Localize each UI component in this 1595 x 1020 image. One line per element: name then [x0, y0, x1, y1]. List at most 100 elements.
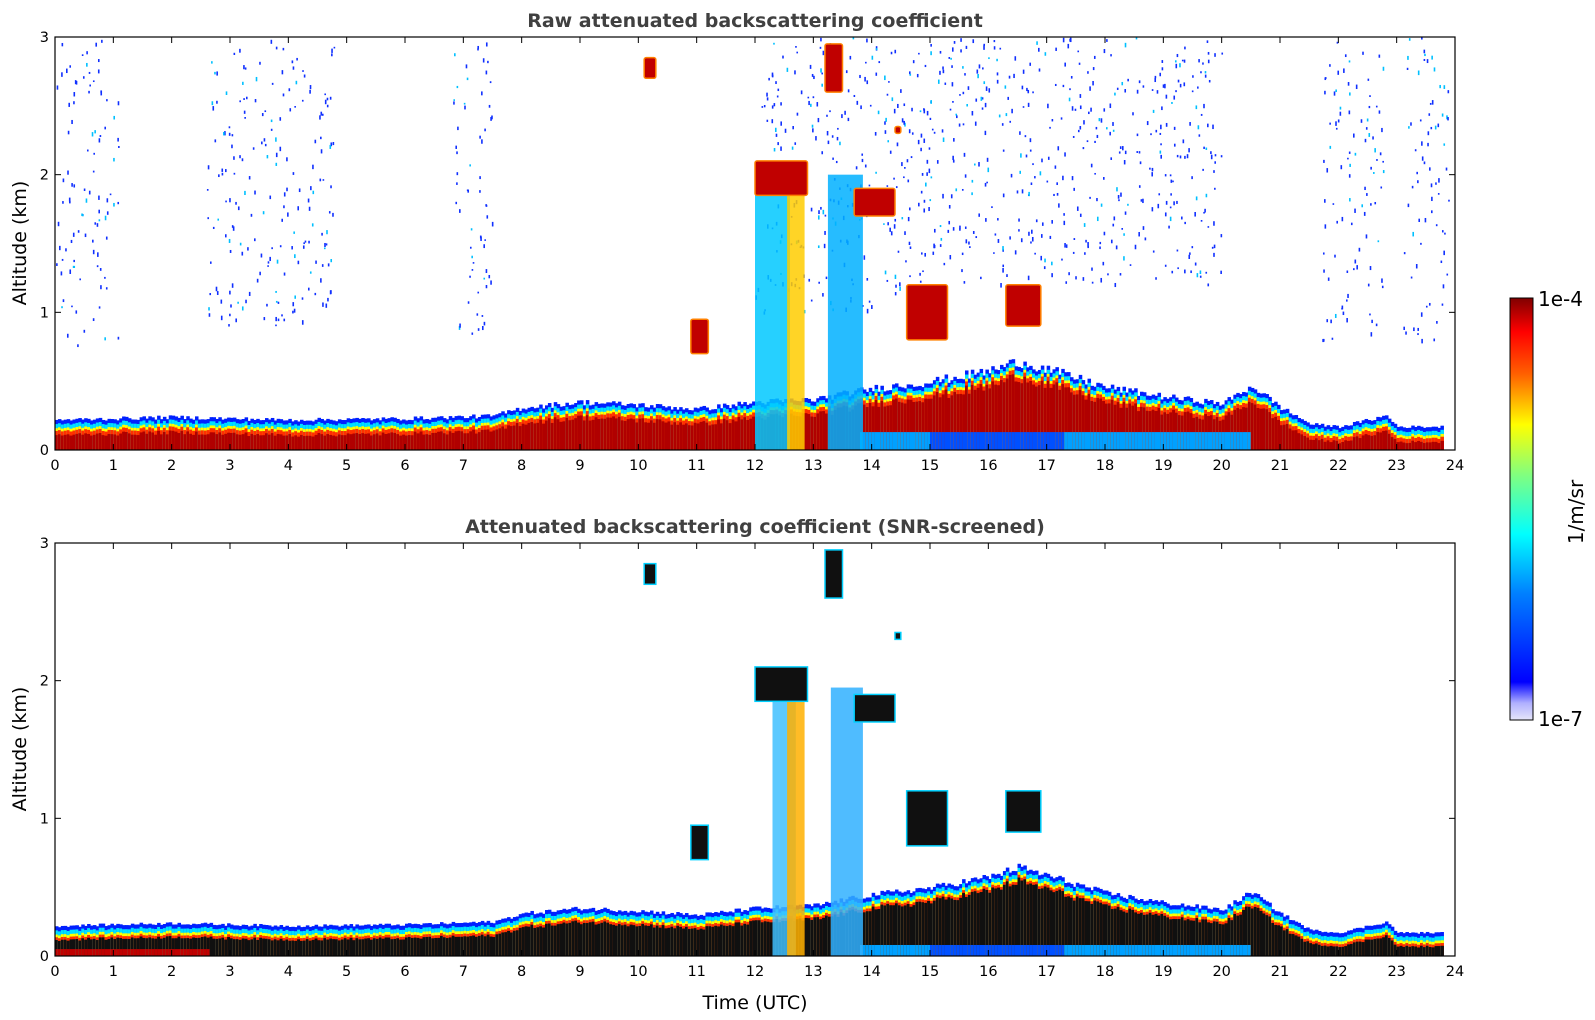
noise-speckle: [266, 155, 269, 159]
boundary-layer-column: [72, 939, 77, 956]
noise-speckle: [1038, 68, 1041, 72]
noise-speckle: [292, 66, 295, 70]
noise-speckle: [1161, 60, 1164, 63]
noise-speckle: [965, 45, 968, 49]
noise-speckle: [1077, 50, 1080, 53]
noise-speckle: [869, 104, 872, 107]
boundary-layer-column: [985, 384, 989, 450]
noise-speckle: [1329, 122, 1331, 125]
boundary-layer-column: [367, 938, 371, 956]
noise-speckle: [1190, 270, 1192, 274]
boundary-layer-column: [157, 430, 161, 450]
noise-speckle: [952, 100, 954, 103]
boundary-layer-column: [644, 422, 648, 450]
noise-speckle: [930, 51, 932, 56]
cloud-layer: [643, 56, 657, 80]
noise-speckle: [326, 104, 329, 108]
surface-layer: [171, 949, 176, 956]
boundary-layer-column: [615, 418, 619, 450]
noise-speckle: [865, 61, 867, 64]
surface-layer: [87, 949, 91, 956]
noise-speckle: [986, 157, 989, 162]
boundary-layer-column: [970, 384, 975, 450]
noise-speckle: [91, 132, 94, 137]
noise-speckle: [1041, 158, 1043, 163]
noise-speckle: [1200, 219, 1203, 222]
afternoon-lower-layer: [1026, 432, 1030, 450]
noise-speckle: [477, 45, 479, 49]
noise-speckle: [324, 99, 327, 105]
boundary-layer-column: [816, 413, 820, 450]
noise-speckle: [1022, 106, 1025, 108]
noise-speckle: [61, 72, 63, 77]
noise-speckle: [1437, 123, 1440, 128]
noise-speckle: [1326, 319, 1329, 323]
noise-speckle: [97, 252, 99, 257]
noise-speckle: [1151, 207, 1154, 212]
noise-speckle: [1184, 46, 1186, 50]
noise-speckle: [1100, 203, 1103, 207]
boundary-layer-column: [326, 434, 330, 450]
noise-speckle: [1204, 208, 1206, 213]
boundary-layer-column: [367, 433, 371, 450]
boundary-layer-column: [1072, 394, 1077, 450]
afternoon-lower-layer: [1023, 432, 1027, 450]
noise-speckle: [1429, 167, 1431, 171]
noise-speckle: [1013, 73, 1015, 79]
boundary-layer-column: [568, 420, 572, 450]
noise-speckle: [1214, 154, 1217, 157]
noise-speckle: [1205, 193, 1208, 198]
boundary-layer-column: [151, 432, 155, 450]
boundary-layer-column: [405, 435, 409, 450]
noise-speckle: [1370, 332, 1373, 337]
boundary-layer-column: [617, 416, 622, 450]
boundary-layer-column: [1186, 411, 1191, 450]
boundary-layer-column: [650, 420, 654, 450]
noise-speckle: [479, 135, 481, 139]
noise-speckle: [1029, 138, 1032, 143]
noise-speckle: [98, 195, 100, 200]
noise-speckle: [56, 85, 59, 90]
boundary-layer-column: [962, 394, 966, 450]
boundary-layer-column: [160, 434, 164, 450]
boundary-layer-column: [545, 420, 549, 450]
noise-speckle: [1369, 266, 1372, 271]
boundary-layer-column: [238, 434, 243, 450]
noise-speckle: [803, 309, 806, 314]
boundary-layer-column: [1128, 403, 1132, 450]
boundary-layer-column: [722, 418, 727, 450]
boundary-layer-column: [305, 435, 310, 450]
noise-speckle: [113, 115, 116, 120]
noise-speckle: [292, 302, 295, 307]
noise-speckle: [83, 188, 86, 191]
noise-speckle: [270, 119, 273, 123]
noise-speckle: [849, 55, 852, 60]
boundary-layer-column: [405, 937, 409, 956]
noise-speckle: [824, 230, 826, 235]
boundary-layer-column: [224, 433, 228, 450]
surface-layer: [57, 949, 62, 956]
afternoon-lower-layer: [1113, 432, 1118, 450]
noise-speckle: [483, 244, 485, 249]
boundary-layer-column: [55, 940, 59, 956]
afternoon-lower-layer: [1177, 432, 1182, 450]
noise-speckle: [321, 232, 323, 236]
boundary-layer-column: [533, 423, 537, 450]
noise-speckle: [1115, 245, 1118, 250]
noise-speckle: [269, 256, 271, 262]
surface-layer: [69, 949, 74, 956]
noise-speckle: [1005, 113, 1008, 117]
noise-speckle: [302, 245, 305, 249]
boundary-layer-column: [232, 939, 237, 956]
noise-speckle: [288, 88, 291, 92]
noise-speckle: [1361, 204, 1364, 208]
noise-speckle: [1324, 90, 1326, 95]
noise-speckle: [1200, 71, 1202, 74]
noise-speckle: [479, 176, 481, 180]
noise-speckle: [836, 136, 839, 141]
x-tick-label: 6: [400, 458, 409, 474]
noise-speckle: [1139, 161, 1142, 165]
noise-speckle: [1376, 159, 1378, 161]
x-tick-label: 15: [921, 458, 939, 474]
boundary-layer-column: [539, 419, 543, 450]
